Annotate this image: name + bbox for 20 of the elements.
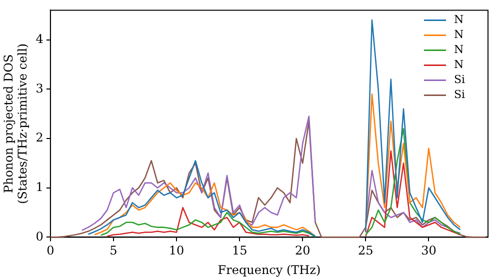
x-tick-label: 5 [110, 244, 118, 258]
x-tick-label: 0 [46, 244, 54, 258]
y-tick-label: 1 [36, 180, 44, 194]
y-tick-label: 3 [36, 81, 44, 96]
y-axis-title: Phonon projected DOS (States/THz·primitive cell) [1, 43, 30, 204]
y-tick-label: 4 [36, 32, 44, 46]
legend-label: N [454, 28, 464, 42]
x-tick-label: 10 [168, 244, 184, 258]
x-tick-label: 30 [421, 244, 436, 258]
legend-label: Si [454, 88, 466, 102]
x-tick-label: 25 [358, 244, 374, 258]
legend-label: N [454, 43, 464, 56]
legend-label: N [454, 58, 464, 72]
x-axis-title: Frequency (THz) [218, 262, 321, 277]
legend-label: Si [454, 73, 466, 86]
x-tick-label: 15 [232, 244, 248, 258]
x-tick-label: 20 [294, 244, 310, 258]
y-tick-label: 0 [36, 229, 44, 244]
legend-label: N [454, 13, 464, 26]
y-tick-label: 2 [36, 130, 44, 145]
